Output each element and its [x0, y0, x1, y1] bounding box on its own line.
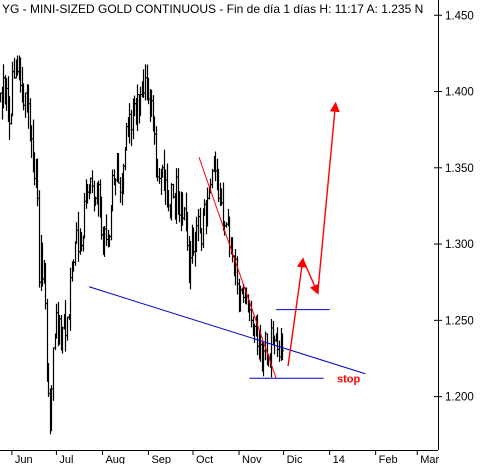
y-tick-label: 1.250 — [445, 315, 474, 327]
y-tick-label: 1.450 — [445, 10, 474, 22]
y-tick-label: 1.200 — [445, 392, 474, 404]
neckline-line — [88, 286, 366, 375]
x-tick-label: Dic — [287, 454, 303, 464]
trendline — [198, 156, 277, 379]
y-tick-label: 1.400 — [445, 87, 474, 99]
x-tick-label: 14 — [333, 454, 345, 464]
x-tick-label: Jul — [59, 454, 73, 464]
chart-annotations: stop — [88, 101, 366, 385]
stop-label: stop — [337, 373, 361, 385]
x-tick-label: Feb — [379, 454, 398, 464]
x-tick-label: Aug — [105, 454, 125, 464]
projection-arrow — [317, 101, 340, 293]
x-tick-label: Jun — [15, 454, 33, 464]
y-tick-label: 1.350 — [445, 163, 474, 175]
x-tick-label: Mar — [420, 454, 439, 464]
y-axis: 1.200 1.250 1.300 1.350 1.400 1.450 — [434, 10, 474, 404]
projection-arrow — [287, 257, 307, 367]
y-tick-label: 1.300 — [445, 239, 474, 251]
price-bars — [0, 55, 284, 435]
x-tick-label: Oct — [196, 454, 213, 464]
x-axis: Jun Jul Aug Sep Oct Nov Dic 14 Feb Mar — [11, 450, 439, 464]
projection-arrow — [302, 259, 320, 295]
chart-title: YG - MINI-SIZED GOLD CONTINUOUS - Fin de… — [2, 2, 423, 16]
x-tick-label: Nov — [242, 454, 262, 464]
x-tick-label: Sep — [151, 454, 171, 464]
